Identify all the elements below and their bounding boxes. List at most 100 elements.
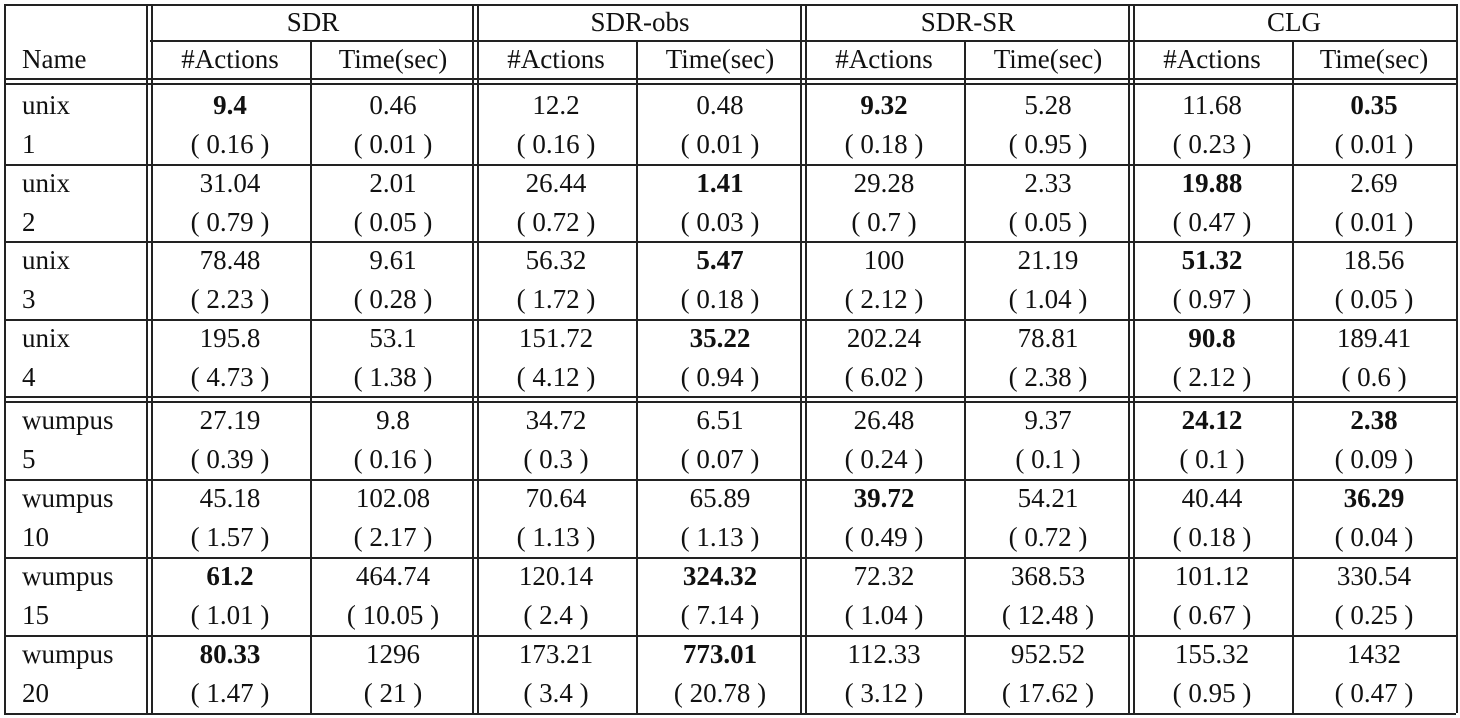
std-value: ( 0.39 ) bbox=[190, 444, 270, 474]
mean-value: 24.12 bbox=[1181, 405, 1243, 435]
mean-value: 773.01 bbox=[682, 639, 758, 669]
rule-line bbox=[4, 241, 1456, 243]
column-divider bbox=[636, 40, 638, 713]
mean-value: 324.32 bbox=[682, 561, 758, 591]
problem-size: 20 bbox=[22, 678, 49, 708]
mean-value: 2.01 bbox=[369, 168, 417, 198]
std-value: ( 2.12 ) bbox=[844, 284, 924, 314]
time-column-header: Time(sec) bbox=[665, 43, 775, 74]
std-value: ( 1.57 ) bbox=[190, 522, 270, 552]
mean-value: 12.2 bbox=[532, 90, 580, 120]
rule-line bbox=[4, 713, 1456, 715]
rule-line bbox=[4, 557, 1456, 559]
std-value: ( 0.01 ) bbox=[353, 129, 433, 159]
group-header-clg: CLG bbox=[1267, 6, 1321, 37]
column-divider bbox=[146, 4, 148, 713]
mean-value: 5.47 bbox=[696, 245, 744, 275]
problem-name: unix bbox=[22, 90, 71, 120]
std-value: ( 0.01 ) bbox=[1334, 129, 1414, 159]
mean-value: 72.32 bbox=[853, 561, 915, 591]
rule-line bbox=[4, 396, 1456, 398]
problem-size: 1 bbox=[22, 129, 36, 159]
mean-value: 90.8 bbox=[1188, 323, 1236, 353]
std-value: ( 0.05 ) bbox=[1334, 284, 1414, 314]
std-value: ( 7.14 ) bbox=[680, 600, 760, 630]
mean-value: 155.32 bbox=[1174, 639, 1250, 669]
mean-value: 2.69 bbox=[1350, 168, 1398, 198]
problem-name: wumpus bbox=[22, 405, 114, 435]
problem-size: 15 bbox=[22, 600, 49, 630]
problem-name: unix bbox=[22, 323, 71, 353]
mean-value: 101.12 bbox=[1174, 561, 1250, 591]
column-divider bbox=[805, 4, 807, 713]
mean-value: 29.28 bbox=[853, 168, 915, 198]
column-divider bbox=[472, 4, 474, 713]
actions-column-header: #Actions bbox=[835, 43, 933, 74]
std-value: ( 17.62 ) bbox=[1001, 678, 1095, 708]
rule-line bbox=[4, 78, 1456, 80]
std-value: ( 20.78 ) bbox=[673, 678, 767, 708]
mean-value: 35.22 bbox=[689, 323, 751, 353]
column-divider bbox=[1456, 4, 1458, 713]
group-header-sdr-obs: SDR-obs bbox=[590, 6, 690, 37]
mean-value: 51.32 bbox=[1181, 245, 1243, 275]
actions-column-header: #Actions bbox=[507, 43, 605, 74]
rule-line bbox=[4, 83, 1456, 85]
problem-size: 4 bbox=[22, 362, 36, 392]
problem-name: wumpus bbox=[22, 639, 114, 669]
mean-value: 0.48 bbox=[696, 90, 744, 120]
mean-value: 120.14 bbox=[518, 561, 594, 591]
std-value: ( 0.23 ) bbox=[1172, 129, 1252, 159]
std-value: ( 1.38 ) bbox=[353, 362, 433, 392]
mean-value: 195.8 bbox=[199, 323, 261, 353]
problem-name: unix bbox=[22, 245, 71, 275]
std-value: ( 0.04 ) bbox=[1334, 522, 1414, 552]
std-value: ( 0.18 ) bbox=[844, 129, 924, 159]
mean-value: 9.61 bbox=[369, 245, 417, 275]
std-value: ( 0.28 ) bbox=[353, 284, 433, 314]
column-divider bbox=[151, 4, 153, 713]
std-value: ( 0.72 ) bbox=[1008, 522, 1088, 552]
std-value: ( 0.03 ) bbox=[680, 207, 760, 237]
mean-value: 56.32 bbox=[525, 245, 587, 275]
mean-value: 464.74 bbox=[355, 561, 431, 591]
mean-value: 19.88 bbox=[1181, 168, 1243, 198]
mean-value: 21.19 bbox=[1017, 245, 1079, 275]
mean-value: 80.33 bbox=[199, 639, 261, 669]
std-value: ( 0.07 ) bbox=[680, 444, 760, 474]
std-value: ( 0.16 ) bbox=[516, 129, 596, 159]
rule-line bbox=[4, 319, 1456, 321]
problem-name: wumpus bbox=[22, 483, 114, 513]
group-header-sdr-sr: SDR-SR bbox=[920, 6, 1016, 37]
std-value: ( 10.05 ) bbox=[346, 600, 440, 630]
mean-value: 26.48 bbox=[853, 405, 915, 435]
time-column-header: Time(sec) bbox=[1319, 43, 1429, 74]
std-value: ( 1.13 ) bbox=[516, 522, 596, 552]
mean-value: 368.53 bbox=[1010, 561, 1086, 591]
mean-value: 45.18 bbox=[199, 483, 261, 513]
mean-value: 78.48 bbox=[199, 245, 261, 275]
mean-value: 1432 bbox=[1347, 639, 1401, 669]
problem-name: wumpus bbox=[22, 561, 114, 591]
mean-value: 6.51 bbox=[696, 405, 744, 435]
mean-value: 36.29 bbox=[1343, 483, 1405, 513]
std-value: ( 0.94 ) bbox=[680, 362, 760, 392]
std-value: ( 3.12 ) bbox=[844, 678, 924, 708]
std-value: ( 0.18 ) bbox=[1172, 522, 1252, 552]
std-value: ( 0.47 ) bbox=[1334, 678, 1414, 708]
mean-value: 1.41 bbox=[696, 168, 744, 198]
std-value: ( 0.95 ) bbox=[1008, 129, 1088, 159]
mean-value: 5.28 bbox=[1024, 90, 1072, 120]
column-divider bbox=[964, 40, 966, 713]
time-column-header: Time(sec) bbox=[993, 43, 1103, 74]
std-value: ( 2.4 ) bbox=[523, 600, 589, 630]
mean-value: 0.46 bbox=[369, 90, 417, 120]
std-value: ( 0.05 ) bbox=[1008, 207, 1088, 237]
column-divider bbox=[800, 4, 802, 713]
mean-value: 31.04 bbox=[199, 168, 261, 198]
results-table: SDR SDR-obs SDR-SR CLG Name #Actions Time(sec)… bbox=[4, 4, 1458, 715]
std-value: ( 0.67 ) bbox=[1172, 600, 1252, 630]
mean-value: 102.08 bbox=[355, 483, 431, 513]
std-value: ( 0.6 ) bbox=[1341, 362, 1407, 392]
std-value: ( 6.02 ) bbox=[844, 362, 924, 392]
